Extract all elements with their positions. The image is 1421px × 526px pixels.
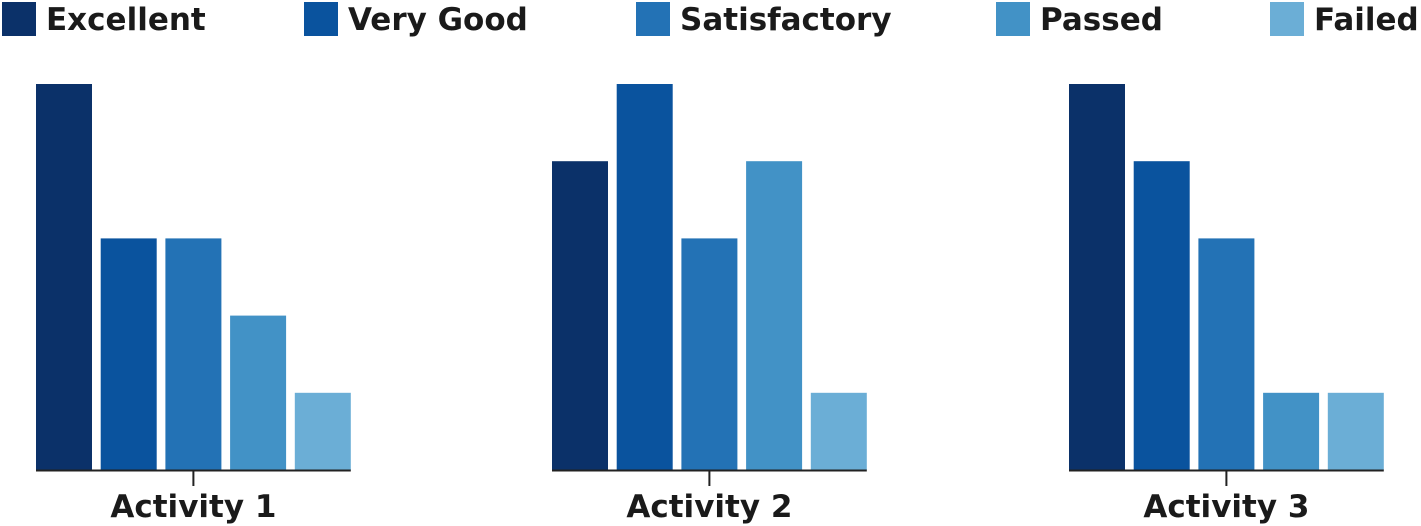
bar-activity-1-very-good xyxy=(100,238,157,470)
bar-activity-1-failed xyxy=(294,392,351,470)
bar-activity-2-satisfactory xyxy=(681,238,738,470)
legend-label-failed: Failed xyxy=(1314,2,1419,38)
bar-activity-3-failed xyxy=(1327,392,1384,470)
bar-activity-3-satisfactory xyxy=(1198,238,1255,470)
bar-activity-3-very-good xyxy=(1133,161,1190,470)
legend-swatch-satisfactory xyxy=(636,2,670,36)
legend: Excellent Very Good Satisfactory Passed Fail… xyxy=(2,2,1419,38)
x-axis: Activity 1 Activity 2 Activity 3 xyxy=(36,469,1384,525)
bar-activity-1-satisfactory xyxy=(165,238,222,470)
legend-label-very-good: Very Good xyxy=(348,2,528,38)
bar-activity-2-passed xyxy=(746,161,803,470)
legend-swatch-failed xyxy=(1270,2,1304,36)
bar-activity-2-excellent xyxy=(552,161,608,470)
legend-swatch-passed xyxy=(996,2,1030,36)
bar-activity-3-excellent xyxy=(1069,84,1125,470)
bar-activity-1-passed xyxy=(230,315,287,470)
bar-activity-3-passed xyxy=(1263,392,1320,470)
legend-label-excellent: Excellent xyxy=(46,2,206,38)
legend-swatch-excellent xyxy=(2,2,36,36)
bars xyxy=(36,84,1384,470)
category-label-activity-3: Activity 3 xyxy=(1143,489,1309,525)
legend-label-satisfactory: Satisfactory xyxy=(680,2,892,38)
category-label-activity-1: Activity 1 xyxy=(110,489,276,525)
legend-label-passed: Passed xyxy=(1040,2,1163,38)
bar-activity-2-failed xyxy=(810,392,867,470)
bar-activity-1-excellent xyxy=(36,84,92,470)
legend-swatch-very-good xyxy=(304,2,338,36)
category-label-activity-2: Activity 2 xyxy=(626,489,792,525)
bar-activity-2-very-good xyxy=(616,84,673,470)
